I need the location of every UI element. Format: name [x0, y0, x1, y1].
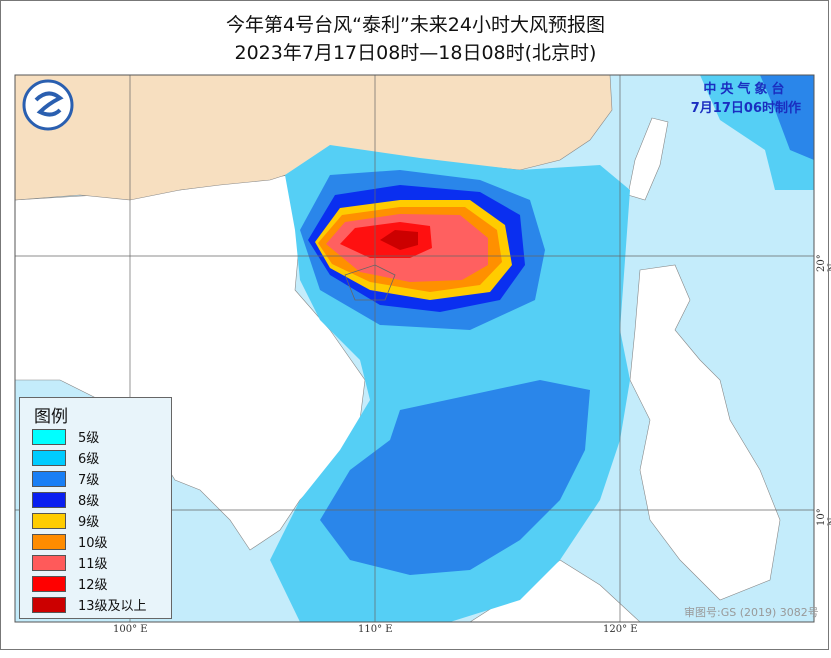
legend: 图例 5级 6级 7级 8级 9级 10级 11级 12级 13级及以上: [19, 397, 172, 619]
legend-label: 13级及以上: [78, 599, 147, 614]
wind-13: [380, 230, 418, 250]
legend-item: 7级: [32, 470, 100, 488]
legend-item: 5级: [32, 428, 100, 446]
legend-label: 12级: [78, 578, 108, 593]
legend-swatch: [32, 512, 66, 529]
legend-label: 11级: [78, 557, 108, 572]
legend-swatch: [32, 575, 66, 592]
legend-item: 10级: [32, 533, 108, 551]
lon-label-120: 120° E: [603, 624, 638, 635]
legend-label: 10级: [78, 536, 108, 551]
legend-label: 7级: [78, 473, 100, 488]
taiwan: [627, 117, 669, 201]
legend-swatch: [32, 470, 66, 487]
legend-label: 5级: [78, 431, 100, 446]
legend-item: 11级: [32, 554, 108, 572]
legend-item: 6级: [32, 449, 100, 467]
map-subtitle: 2023年7月17日08时—18日08时(北京时): [234, 42, 597, 64]
legend-label: 6级: [78, 452, 100, 467]
lat-label-10: 10° N: [816, 508, 831, 526]
legend-swatch: [32, 449, 66, 466]
wind-7-east: [760, 75, 814, 160]
legend-item: 8级: [32, 491, 100, 509]
approval-number: 审图号:GS (2019) 3082号: [684, 606, 819, 619]
legend-swatch: [32, 533, 66, 550]
lon-label-110: 110° E: [358, 624, 393, 635]
legend-label: 9级: [78, 515, 100, 530]
wind-7-south: [320, 380, 590, 575]
agency-name: 中央气象台: [703, 82, 789, 97]
legend-swatch: [32, 428, 66, 445]
lat-label-20: 20° N: [816, 254, 831, 272]
legend-title: 图例: [34, 407, 68, 427]
legend-item: 9级: [32, 512, 100, 530]
legend-swatch: [32, 596, 66, 613]
lon-label-100: 100° E: [113, 624, 148, 635]
agency-label: 中央气象台 7月17日06时制作: [691, 80, 801, 118]
hainan: [344, 264, 396, 301]
legend-swatch: [32, 491, 66, 508]
legend-label: 8级: [78, 494, 100, 509]
legend-item: 12级: [32, 575, 108, 593]
map-title: 今年第4号台风“泰利”未来24小时大风预报图: [226, 14, 605, 36]
legend-item: 13级及以上: [32, 596, 147, 614]
philippines: [629, 264, 781, 601]
issue-time: 7月17日06时制作: [690, 101, 801, 116]
legend-swatch: [32, 554, 66, 571]
cma-logo-icon: [22, 79, 74, 131]
